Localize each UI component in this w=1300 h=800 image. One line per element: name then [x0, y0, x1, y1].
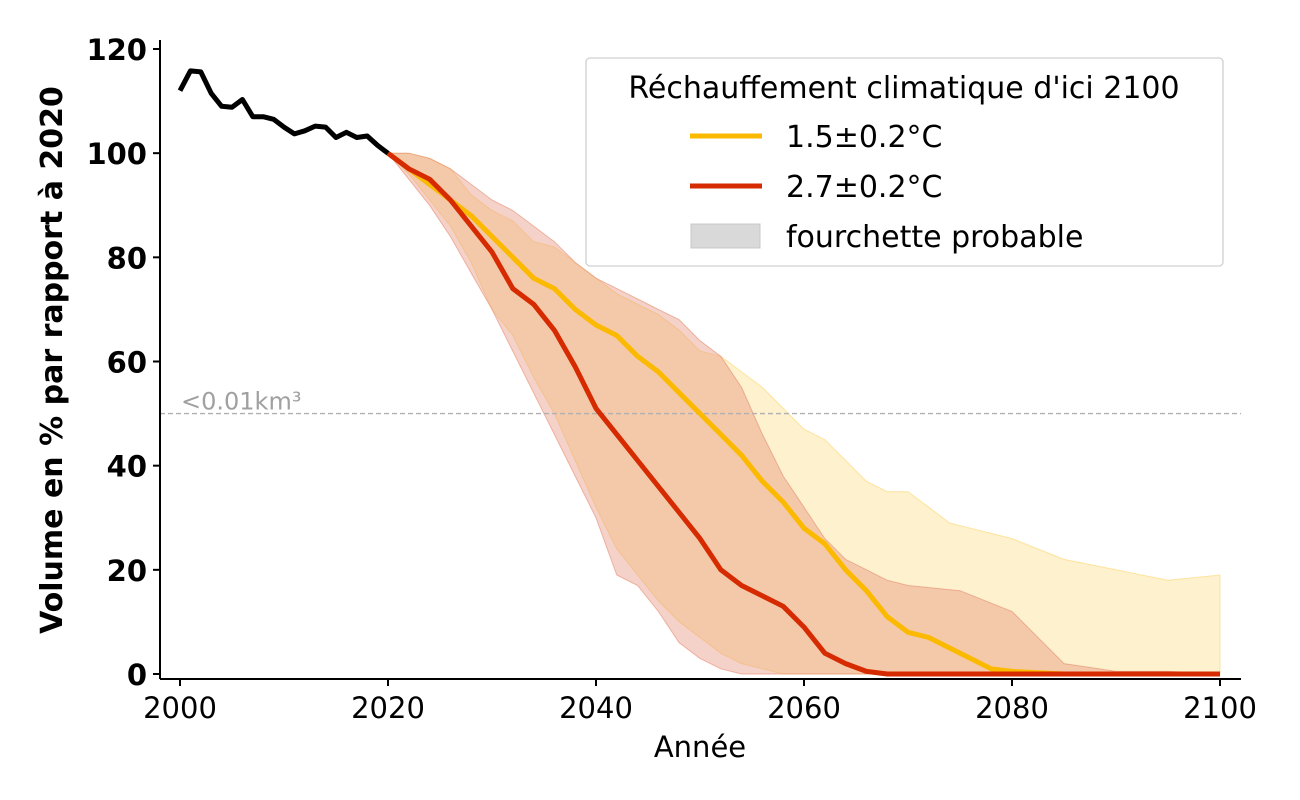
y-tick-label: 100 — [86, 137, 147, 171]
y-tick-label: 20 — [107, 554, 147, 588]
legend: Réchauffement climatique d'ici 2100 1.5±… — [585, 57, 1224, 267]
x-axis-title: Année — [654, 730, 746, 764]
x-tick-label: 2020 — [351, 691, 425, 725]
y-tick-label: 60 — [107, 346, 147, 380]
legend-swatch-range — [690, 223, 761, 249]
legend-label-range: fourchette probable — [786, 220, 1083, 255]
y-tick-label: 120 — [86, 33, 147, 67]
y-axis-title: Volume en % par rapport à 2020 — [35, 86, 70, 634]
line-2-7 — [386, 151, 1220, 677]
band-1-5 — [386, 152, 1221, 675]
legend-frame — [585, 57, 1224, 267]
y-tick-label: 40 — [107, 450, 147, 484]
y-tick-label: 0 — [127, 658, 147, 692]
legend-label-2-7: 2.7±0.2°C — [786, 170, 943, 205]
legend-label-1-5: 1.5±0.2°C — [786, 120, 943, 155]
x-tick-label: 2060 — [767, 691, 841, 725]
x-tick-label: 2040 — [559, 691, 633, 725]
y-ticks: 0 20 40 60 80 100 120 — [86, 33, 160, 692]
y-tick-label: 80 — [107, 241, 147, 275]
x-tick-label: 2080 — [975, 691, 1049, 725]
x-tick-label: 2000 — [143, 691, 217, 725]
x-tick-label: 2100 — [1183, 691, 1257, 725]
series-lines — [177, 68, 1220, 677]
x-ticks: 2000 2020 2040 2060 2080 2100 — [143, 679, 1257, 725]
reference-line-label: <0.01km³ — [181, 388, 301, 416]
legend-title: Réchauffement climatique d'ici 2100 — [628, 71, 1179, 106]
line-1-5 — [386, 151, 1220, 677]
line-historical — [177, 68, 390, 156]
